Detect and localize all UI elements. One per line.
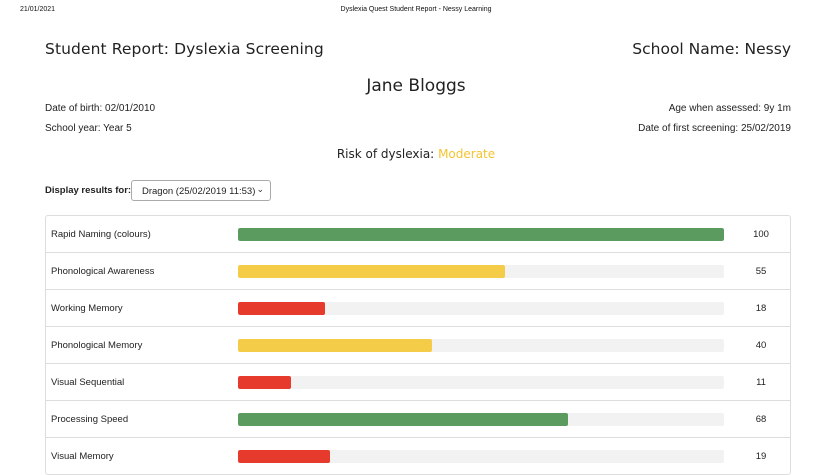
result-label: Visual Sequential (51, 377, 125, 388)
result-label: Visual Memory (51, 451, 114, 462)
chevron-down-icon: ⌄ (256, 184, 264, 194)
assessment-select[interactable]: Dragon (25/02/2019 11:53) ⌄ (131, 180, 271, 201)
assessment-select-value: Dragon (25/02/2019 11:53) (142, 186, 256, 197)
age-when-assessed: Age when assessed: 9y 1m (668, 103, 791, 114)
result-bar-fill (238, 339, 433, 352)
result-row: Working Memory 18 (46, 290, 790, 327)
result-label: Processing Speed (51, 414, 129, 425)
result-row: Phonological Memory 40 (46, 327, 790, 364)
result-bar-fill (238, 450, 331, 463)
result-bar-fill (238, 413, 569, 426)
result-row: Phonological Awareness 55 (46, 253, 790, 290)
result-label: Phonological Memory (51, 340, 143, 351)
result-bar-track (238, 265, 724, 278)
result-bar-fill (238, 265, 506, 278)
date-of-first-screening: Date of first screening: 25/02/2019 (638, 123, 791, 134)
result-bar-track (238, 302, 724, 315)
risk-of-dyslexia: Risk of dyslexia: Moderate (0, 147, 832, 161)
school-name: School Name: Nessy (632, 40, 791, 58)
report-header: Student Report: Dyslexia Screening Schoo… (45, 40, 791, 62)
result-row: Visual Memory 19 (46, 438, 790, 474)
result-bar-track (238, 376, 724, 389)
result-bar-track (238, 228, 724, 241)
result-value: 19 (755, 451, 767, 462)
student-name: Jane Bloggs (366, 76, 466, 96)
result-bar-track (238, 450, 724, 463)
school-year: School year: Year 5 (45, 123, 132, 134)
result-label: Working Memory (51, 303, 123, 314)
risk-level: Moderate (438, 147, 496, 161)
result-value: 68 (755, 414, 767, 425)
result-value: 40 (755, 340, 767, 351)
results-table: Rapid Naming (colours) 100 Phonological Aw… (45, 215, 791, 475)
print-title: Dyslexia Quest Student Report - Nessy Le… (340, 6, 492, 13)
result-value: 100 (753, 229, 769, 240)
result-bar-fill (238, 228, 724, 241)
result-label: Phonological Awareness (51, 266, 155, 277)
result-label: Rapid Naming (colours) (51, 229, 151, 240)
result-bar-fill (238, 302, 326, 315)
result-bar-track (238, 339, 724, 352)
result-row: Rapid Naming (colours) 100 (46, 216, 790, 253)
print-header: 21/01/2021 Dyslexia Quest Student Report… (0, 6, 832, 18)
result-bar-track (238, 413, 724, 426)
result-value: 18 (755, 303, 767, 314)
result-bar-fill (238, 376, 292, 389)
result-row: Processing Speed 68 (46, 401, 790, 438)
result-row: Visual Sequential 11 (46, 364, 790, 401)
date-of-birth: Date of birth: 02/01/2010 (45, 103, 156, 114)
display-results-label: Display results for: (45, 185, 132, 196)
print-date: 21/01/2021 (20, 6, 56, 13)
result-value: 11 (756, 377, 766, 388)
report-title: Student Report: Dyslexia Screening (45, 40, 324, 58)
risk-label: Risk of dyslexia: (336, 147, 435, 161)
result-value: 55 (755, 266, 767, 277)
